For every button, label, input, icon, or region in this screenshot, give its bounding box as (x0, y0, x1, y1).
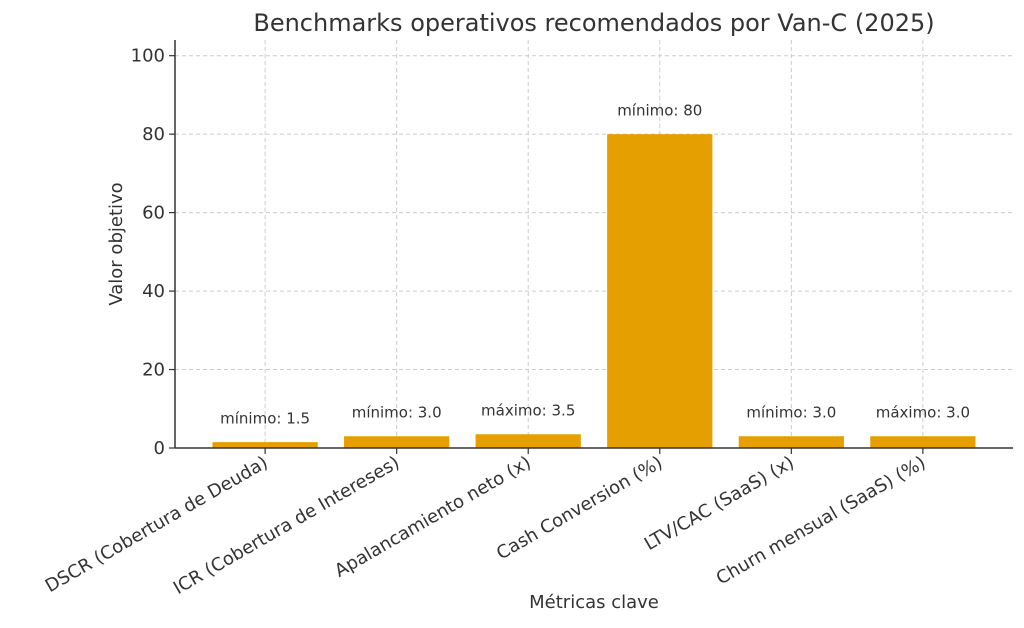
bar (212, 442, 318, 448)
x-tick-label: Churn mensual (SaaS) (%) (713, 452, 930, 589)
x-tick-label: ICR (Cobertura de Intereses) (170, 452, 403, 599)
y-tick-label: 100 (131, 46, 165, 67)
y-axis-label: Valor objetivo (106, 182, 127, 305)
data-label: máximo: 3.5 (481, 402, 575, 420)
bar (607, 134, 713, 448)
bar (344, 436, 450, 448)
axes: 0 20 40 60 80 100 DSCR (Cobertura de Deuda)ICR… (42, 40, 1013, 599)
y-tick-label: 20 (142, 360, 165, 381)
y-tick-label: 80 (142, 124, 165, 145)
bar (870, 436, 976, 448)
bar (475, 434, 581, 448)
data-label: máximo: 3.0 (876, 404, 970, 422)
bars (212, 134, 976, 448)
data-labels: mínimo: 1.5 mínimo: 3.0 máximo: 3.5 mínimo:… (220, 102, 970, 428)
data-label: mínimo: 3.0 (352, 404, 442, 422)
chart-title: Benchmarks operativos recomendados por V… (253, 9, 934, 37)
data-label: mínimo: 3.0 (746, 404, 836, 422)
y-tick-label: 40 (142, 281, 165, 302)
x-tick-label: DSCR (Cobertura de Deuda) (42, 452, 272, 597)
grid (175, 40, 1013, 449)
y-tick-label: 0 (154, 438, 165, 459)
x-axis-label: Métricas clave (529, 592, 659, 613)
data-label: mínimo: 1.5 (220, 410, 310, 428)
bar (738, 436, 844, 448)
data-label: mínimo: 80 (617, 102, 702, 120)
y-tick-label: 60 (142, 203, 165, 224)
